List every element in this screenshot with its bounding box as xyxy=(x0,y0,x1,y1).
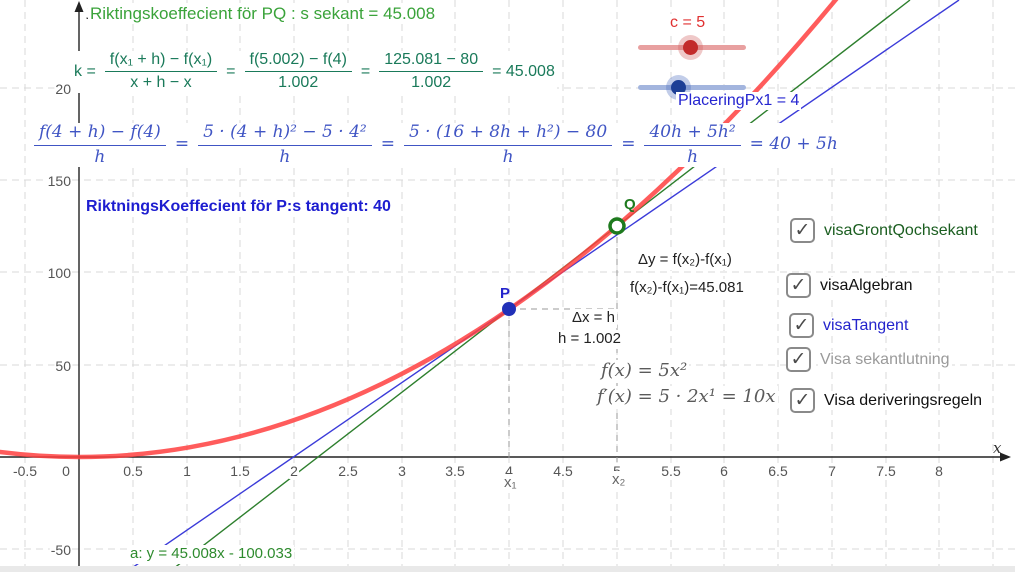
x2-marker-label: x₂ xyxy=(610,471,628,490)
y-axis-tick-label: 50 xyxy=(54,358,72,374)
equals-sign: = xyxy=(621,134,636,155)
fraction-denominator: 1.002 xyxy=(411,74,452,92)
x-axis-tick-label: 7.5 xyxy=(875,463,897,479)
y-axis-tick-label: 150 xyxy=(46,173,72,189)
secant-equation-label: a: y = 45.008x - 100.033 xyxy=(128,545,295,564)
x-axis-tick-label: 4 xyxy=(504,463,514,479)
fraction-denominator: 1.002 xyxy=(278,74,319,92)
checkbox-checked[interactable]: ✓ xyxy=(786,273,811,298)
slider-c-label: c = 5 xyxy=(668,14,708,32)
fraction: f(4 + h) − f(4) h xyxy=(34,122,166,167)
slider-c-knob[interactable] xyxy=(683,40,698,55)
checkbox-label: visaTangent xyxy=(821,316,911,335)
checkbox-row: ✓ visaAlgebran xyxy=(786,273,915,298)
point-Q-label: Q xyxy=(624,196,636,213)
formula-result: = 45.008 xyxy=(492,62,555,80)
fraction-numerator: f(5.002) − f(4) xyxy=(244,51,352,73)
checkbox-checked[interactable]: ✓ xyxy=(790,388,815,413)
y-axis-tick-label: 100 xyxy=(46,265,72,281)
point-Q[interactable] xyxy=(608,217,626,235)
x-axis-tick-label: 3 xyxy=(397,463,407,479)
point-P-label: P xyxy=(500,285,511,302)
x-axis-arrow-icon xyxy=(1000,452,1011,462)
fraction: 40h + 5h² h xyxy=(644,122,741,167)
fraction-denominator: h xyxy=(687,146,699,167)
checkbox-label: visaAlgebran xyxy=(818,276,915,295)
fraction: 5 · (16 + 8h + h²) − 80 h xyxy=(403,122,613,167)
h-value-annotation: h = 1.002 xyxy=(556,330,623,349)
function-definition: f(x) = 5x² xyxy=(599,360,690,383)
checkbox-label: Visa deriveringsregeln xyxy=(822,391,985,410)
x-axis-tick-label: 0.5 xyxy=(122,463,144,479)
x-axis-tick-label: 0 xyxy=(61,463,71,479)
x-axis-tick-label: 2.5 xyxy=(337,463,359,479)
x-axis-label: x xyxy=(993,439,1002,457)
checkbox-checked[interactable]: ✓ xyxy=(790,218,815,243)
checkbox-label: Visa sekantlutning xyxy=(818,350,952,369)
fraction: 5 · (4 + h)² − 5 · 4² h xyxy=(198,122,372,167)
equals-sign: = xyxy=(360,62,371,80)
fraction-numerator: f(4 + h) − f(4) xyxy=(34,122,166,146)
tangent-slope-statement: RiktningsKoeffecient för P:s tangent: 40 xyxy=(84,197,393,217)
x-axis-tick-label: 6.5 xyxy=(767,463,789,479)
checkbox-row: ✓ Visa deriveringsregeln xyxy=(790,388,985,413)
fraction: f(x₁ + h) − f(x₁) x + h − x xyxy=(104,51,218,93)
secant-slope-title: Riktingskoeffecient för PQ : s sekant = … xyxy=(88,3,438,25)
fraction-numerator: f(x₁ + h) − f(x₁) xyxy=(104,51,218,73)
slider-placering-label: PlaceringPx1 = 4 xyxy=(676,92,802,110)
formula-term: k = xyxy=(74,62,96,80)
x-axis-tick-label: 2 xyxy=(289,463,299,479)
slider-c-track[interactable] xyxy=(638,35,746,60)
x-axis-tick-label: 5.5 xyxy=(660,463,682,479)
equals-sign: = xyxy=(174,134,190,155)
checkbox-row: ✓ Visa sekantlutning xyxy=(786,347,952,372)
fraction-numerator: 5 · (4 + h)² − 5 · 4² xyxy=(198,122,372,146)
x-axis-tick-label: 7 xyxy=(827,463,837,479)
secant-slope-formula: k = f(x₁ + h) − f(x₁) x + h − x = f(5.00… xyxy=(72,51,557,93)
y-axis-tick-label: 20 xyxy=(54,81,72,97)
checkbox-row: ✓ visaTangent xyxy=(789,313,911,338)
equals-sign: = xyxy=(226,62,236,80)
fraction-denominator: h xyxy=(502,146,514,167)
derivative-expansion-formula: f(4 + h) − f(4) h = 5 · (4 + h)² − 5 · 4… xyxy=(32,122,840,168)
fraction-denominator: h xyxy=(279,146,291,167)
applet-bottom-border xyxy=(0,566,1015,572)
fraction-denominator: h xyxy=(94,146,106,167)
x-axis-tick-label: 3.5 xyxy=(444,463,466,479)
x-axis-tick-label: 8 xyxy=(934,463,944,479)
delta-y-value-annotation: f(x₂)-f(x₁)=45.081 xyxy=(628,279,746,298)
x-axis-tick-label: 4.5 xyxy=(552,463,574,479)
checkbox-label: visaGrontQochsekant xyxy=(822,221,980,240)
delta-x-annotation: Δx = h xyxy=(570,309,617,328)
checkbox-row: ✓ visaGrontQochsekant xyxy=(790,218,980,243)
fraction-numerator: 125.081 − 80 xyxy=(379,51,484,73)
x-axis-tick-label: 1 xyxy=(182,463,192,479)
checkbox-checked[interactable]: ✓ xyxy=(789,313,814,338)
fraction: 125.081 − 80 1.002 xyxy=(379,51,484,93)
equals-sign: = xyxy=(380,134,395,155)
slider-placering-track[interactable] xyxy=(638,75,746,100)
formula-result: = 40 + 5h xyxy=(749,134,838,155)
fraction-numerator: 40h + 5h² xyxy=(644,122,741,146)
point-P[interactable] xyxy=(502,302,516,316)
slider-placering-knob[interactable] xyxy=(671,80,686,95)
x-axis-tick-label: 6 xyxy=(719,463,729,479)
fraction-denominator: x + h − x xyxy=(130,74,192,92)
checkbox-checked[interactable]: ✓ xyxy=(786,347,811,372)
y-axis-tick-label: -50 xyxy=(49,542,72,558)
x-axis-tick-label: 1.5 xyxy=(229,463,251,479)
x1-marker-label: x₁ xyxy=(502,474,519,493)
x-axis-tick-label: -0.5 xyxy=(11,463,39,479)
derivative-rule: f′(x) = 5 · 2x¹ = 10x xyxy=(595,386,778,409)
delta-y-annotation: Δy = f(x₂)-f(x₁) xyxy=(636,251,734,270)
fraction: f(5.002) − f(4) 1.002 xyxy=(244,51,352,93)
fraction-numerator: 5 · (16 + 8h + h²) − 80 xyxy=(403,122,613,146)
y-axis-arrow-icon xyxy=(74,1,84,12)
